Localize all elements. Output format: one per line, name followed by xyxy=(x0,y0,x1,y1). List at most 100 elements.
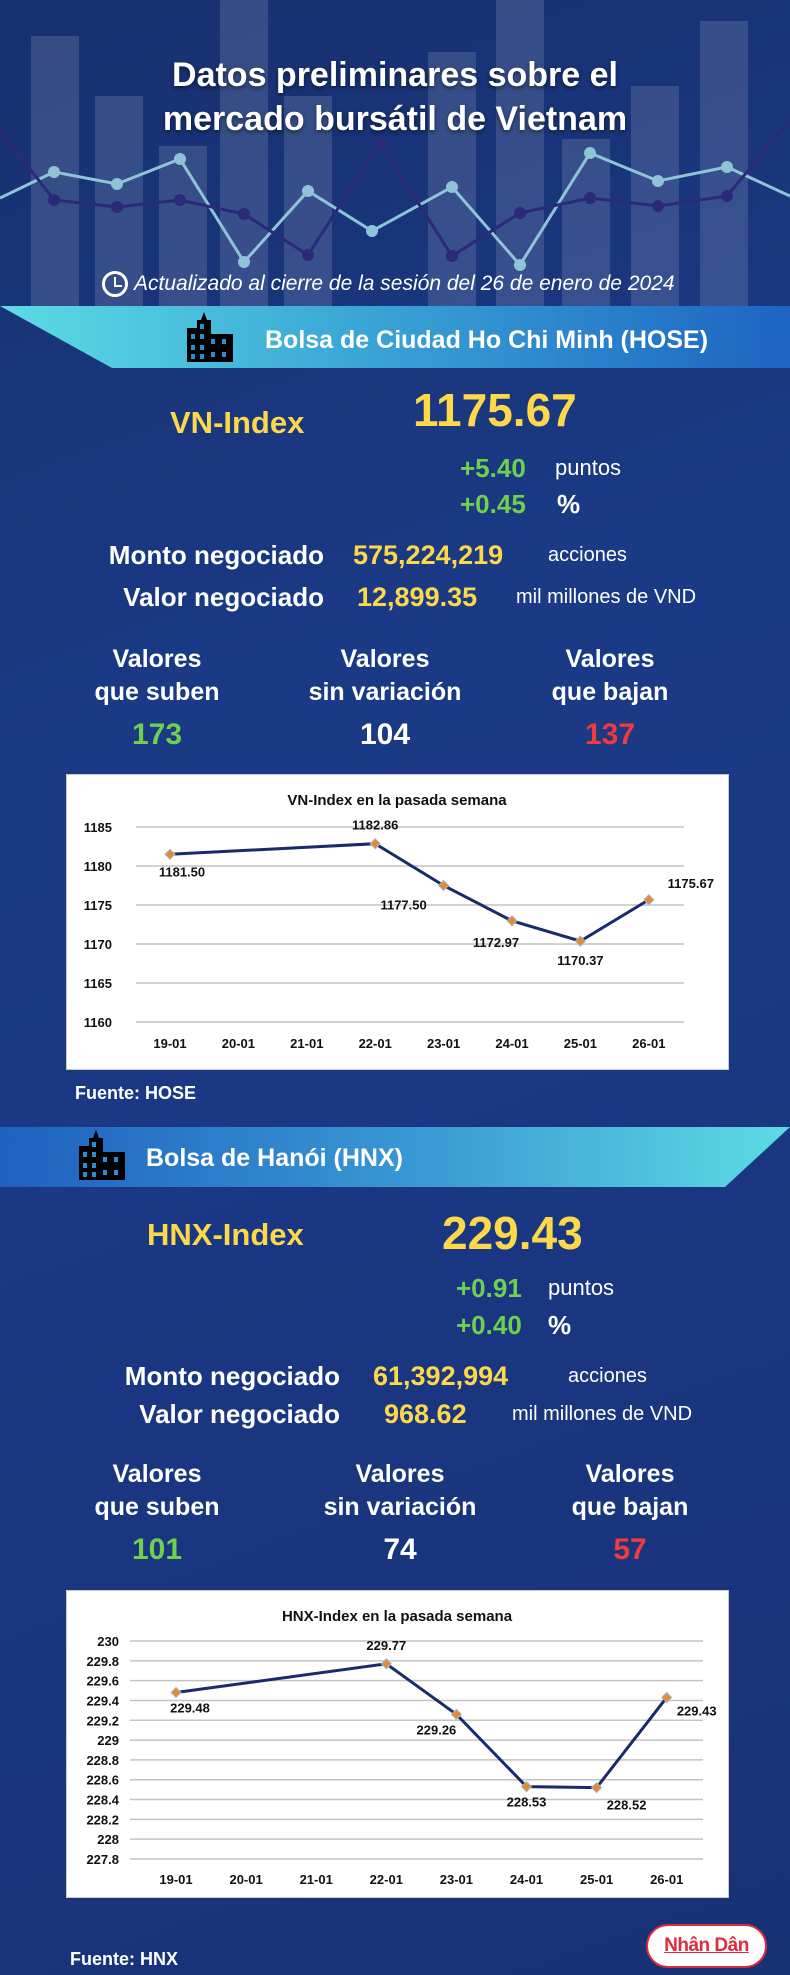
vn-value-unit: mil millones de VND xyxy=(516,586,697,608)
vn-index-chart: VN-Index en la pasada semana 1160 1165 1170… xyxy=(66,774,729,1070)
hnx-value-unit: mil millones de VND xyxy=(512,1403,693,1425)
series-line xyxy=(175,1662,668,1790)
x-tick-label: 21-01 xyxy=(300,1872,333,1887)
advancers-count: 173 xyxy=(131,718,183,751)
y-tick-label: 229.2 xyxy=(86,1713,119,1728)
y-tick-label: 227.8 xyxy=(86,1852,119,1867)
data-label: 229.26 xyxy=(417,1722,457,1737)
page-title-line1: Datos preliminares sobre el xyxy=(172,56,618,94)
data-point xyxy=(437,879,450,892)
hose-banner-title: Bolsa de Ciudad Ho Chi Minh (HOSE) xyxy=(265,326,709,354)
hnx-decliners: Valores que bajan 57 xyxy=(520,1458,740,1570)
data-label: 1175.67 xyxy=(668,876,714,891)
vn-index-label: VN-Index xyxy=(170,405,305,440)
data-label: 1172.97 xyxy=(473,935,519,950)
building-icon xyxy=(187,312,233,362)
hnx-volume-unit: acciones xyxy=(568,1365,647,1387)
hnx-source: Fuente: HNX xyxy=(70,1949,178,1969)
unchanged-count: 104 xyxy=(359,718,411,751)
hnx-banner xyxy=(0,1127,790,1187)
data-point xyxy=(369,837,381,850)
y-tick-label: 1170 xyxy=(84,937,112,952)
data-label: 228.52 xyxy=(607,1798,647,1813)
vn-volume-unit: acciones xyxy=(548,544,627,566)
vn-decliners: Valores que bajan 137 xyxy=(500,643,720,755)
y-tick-label: 228 xyxy=(97,1832,119,1847)
y-tick-label: 228.8 xyxy=(86,1753,119,1768)
vn-pct-unit: % xyxy=(557,489,581,519)
y-tick-label: 1185 xyxy=(84,820,112,835)
hnx-change-pct: +0.40 xyxy=(456,1310,522,1340)
vn-index-value: 1175.67 xyxy=(413,384,577,436)
hnx-index-chart: HNX-Index en la pasada semana 227.8 228 228… xyxy=(66,1590,729,1898)
hnx-points-unit: puntos xyxy=(548,1275,615,1300)
x-tick-label: 23-01 xyxy=(427,1036,460,1051)
x-tick-label: 23-01 xyxy=(440,1872,473,1887)
data-label: 1170.37 xyxy=(557,953,603,968)
clock-icon xyxy=(102,271,128,297)
advancers-label-2: que suben xyxy=(94,1493,220,1521)
x-tick-label: 20-01 xyxy=(229,1872,262,1887)
advancers-label-1: Valores xyxy=(112,645,202,673)
hnx-value-label: Valor negociado xyxy=(139,1399,340,1429)
hnx-value-value: 968.62 xyxy=(384,1399,467,1429)
decliners-count: 137 xyxy=(584,718,636,751)
data-label: 229.48 xyxy=(170,1701,210,1716)
y-tick-label: 1160 xyxy=(84,1015,112,1030)
unchanged-label-1: Valores xyxy=(340,645,430,673)
advancers-count: 101 xyxy=(131,1533,183,1566)
y-tick-label: 229.6 xyxy=(86,1674,119,1689)
x-tick-label: 19-01 xyxy=(153,1036,186,1051)
y-tick-label: 229.4 xyxy=(86,1693,119,1708)
x-tick-label: 20-01 xyxy=(222,1036,255,1051)
vn-volume-value: 575,224,219 xyxy=(353,540,504,570)
data-point xyxy=(643,894,655,906)
data-point xyxy=(660,1691,673,1704)
y-tick-label: 228.2 xyxy=(86,1812,119,1827)
x-tick-label: 22-01 xyxy=(370,1872,403,1887)
advancers-label-1: Valores xyxy=(112,1460,202,1488)
unchanged-label-2: sin variación xyxy=(308,678,462,706)
vn-value-value: 12,899.35 xyxy=(357,582,478,612)
vn-volume-label: Monto negociado xyxy=(108,540,324,570)
vn-unchanged: Valores sin variación 104 xyxy=(275,643,495,755)
y-tick-label: 1180 xyxy=(84,859,112,874)
data-point xyxy=(590,1781,603,1794)
hnx-index-value: 229.43 xyxy=(442,1207,583,1259)
x-tick-label: 22-01 xyxy=(359,1036,392,1051)
data-label: 228.53 xyxy=(507,1795,547,1810)
chart-title: VN-Index en la pasada semana xyxy=(287,792,507,809)
update-text: Actualizado al cierre de la sesión del 2… xyxy=(134,272,675,295)
data-label: 229.43 xyxy=(677,1703,717,1718)
x-tick-label: 25-01 xyxy=(564,1036,597,1051)
page-title-line2: mercado bursátil de Vietnam xyxy=(162,100,628,138)
logo-text: Nhân Dân xyxy=(664,1935,749,1956)
y-tick-label: 1175 xyxy=(84,898,112,913)
decliners-count: 57 xyxy=(613,1533,647,1566)
hnx-advancers: Valores que suben 101 xyxy=(47,1458,267,1570)
hnx-volume-label: Monto negociado xyxy=(124,1361,340,1391)
building-icon xyxy=(79,1130,125,1180)
hose-banner xyxy=(0,306,790,368)
decliners-label-2: que bajan xyxy=(551,678,669,706)
unchanged-count: 74 xyxy=(383,1533,417,1566)
x-tick-label: 24-01 xyxy=(510,1872,543,1887)
y-tick-label: 1165 xyxy=(84,976,112,991)
data-label: 1182.86 xyxy=(352,818,398,833)
data-label: 1177.50 xyxy=(380,898,426,913)
y-tick-label: 229 xyxy=(97,1733,119,1748)
data-point xyxy=(574,935,587,947)
update-note: Actualizado al cierre de la sesión del 2… xyxy=(102,270,675,298)
nhan-dan-logo: Nhân Dân xyxy=(646,1924,767,1968)
series-line xyxy=(169,842,650,943)
x-tick-label: 26-01 xyxy=(650,1872,683,1887)
hnx-volume-value: 61,392,994 xyxy=(373,1361,509,1391)
hnx-index-label: HNX-Index xyxy=(147,1217,304,1252)
x-tick-label: 21-01 xyxy=(290,1036,323,1051)
vn-value-label: Valor negociado xyxy=(123,582,324,612)
vn-points-unit: puntos xyxy=(555,455,622,480)
x-tick-label: 19-01 xyxy=(159,1872,192,1887)
advancers-label-2: que suben xyxy=(94,678,220,706)
unchanged-label-1: Valores xyxy=(355,1460,445,1488)
y-tick-label: 230 xyxy=(97,1634,119,1649)
